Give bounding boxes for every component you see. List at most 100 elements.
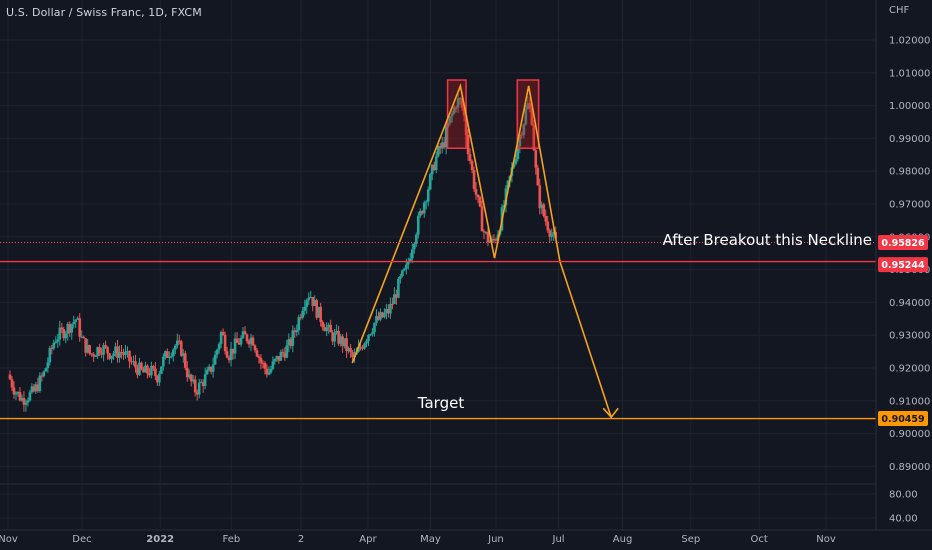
y-tick-label: 0.97000	[889, 200, 930, 211]
candle-body	[428, 174, 432, 190]
candle-body	[241, 331, 245, 338]
candle-body	[191, 379, 195, 382]
candle-body	[158, 373, 161, 383]
candle-body	[66, 323, 70, 334]
candle-body	[203, 374, 207, 387]
candle-body	[476, 194, 480, 197]
candle-body	[225, 351, 229, 358]
candle-body	[544, 215, 548, 222]
x-tick-label: Sep	[681, 534, 700, 545]
candle-body	[287, 339, 291, 346]
candle-body	[195, 392, 199, 395]
candle-body	[430, 164, 434, 175]
candle-body	[546, 221, 550, 231]
candle-body	[468, 154, 472, 162]
candle-body	[24, 402, 28, 405]
candle-body	[177, 340, 181, 342]
candle-body	[235, 338, 239, 343]
candle-body	[528, 103, 532, 108]
candle-body	[524, 109, 528, 125]
candle-body	[281, 351, 285, 353]
candle-body	[424, 201, 428, 203]
candle-body	[422, 202, 426, 214]
candle-body	[329, 324, 332, 333]
candle-body	[124, 351, 127, 355]
candle-body	[187, 374, 191, 378]
candle-body	[379, 312, 382, 320]
candle-body	[110, 355, 113, 359]
candle-body	[285, 345, 289, 358]
candle-body	[223, 335, 227, 352]
candle-body	[219, 332, 223, 344]
x-tick-label: Oct	[750, 534, 767, 545]
candle-body	[52, 342, 56, 349]
candle-body	[209, 366, 213, 372]
candle-body	[112, 353, 115, 356]
candle-body	[128, 350, 131, 362]
candle-body	[311, 296, 315, 306]
candle-body	[62, 329, 66, 339]
candle-body	[40, 375, 44, 377]
candle-body	[106, 346, 109, 354]
candle-body	[144, 365, 147, 373]
chart-title: U.S. Dollar / Swiss Franc, 1D, FXCM	[6, 6, 202, 19]
candle-body	[448, 116, 452, 123]
candle-body	[434, 156, 438, 171]
candle-body	[295, 330, 299, 333]
candle-body	[84, 338, 87, 353]
candle-body	[74, 319, 78, 323]
candle-body	[104, 345, 107, 347]
candle-body	[152, 366, 155, 369]
candle-body	[279, 351, 283, 361]
candle-body	[92, 354, 95, 357]
candle-body	[231, 348, 235, 354]
candle-body	[259, 357, 263, 363]
candle-body	[432, 164, 436, 171]
neckline-badge-bg	[878, 257, 928, 273]
candle-body	[303, 306, 307, 311]
candle-body	[261, 362, 265, 364]
candle-body	[179, 341, 183, 356]
candle-body	[34, 384, 38, 392]
candle-body	[532, 124, 536, 151]
candle-body	[134, 361, 137, 368]
peak-box	[516, 79, 540, 149]
candle-body	[293, 330, 297, 333]
y-tick-label: 0.90000	[889, 429, 930, 440]
candle-body	[486, 231, 490, 243]
candle-body	[251, 337, 255, 346]
candle-body	[38, 375, 42, 392]
candle-body	[249, 337, 253, 345]
candle-body	[490, 238, 494, 242]
x-tick-label: Jun	[487, 534, 504, 545]
candle-body	[484, 231, 488, 233]
candle-body	[514, 159, 518, 164]
candle-body	[205, 369, 209, 375]
x-tick-label: May	[420, 534, 441, 545]
candle-body	[166, 351, 169, 358]
candle-body	[64, 333, 68, 339]
candle-body	[377, 316, 380, 320]
candle-body	[72, 322, 76, 325]
candle-body	[359, 346, 362, 348]
candle-body	[215, 349, 219, 355]
candle-body	[150, 366, 153, 376]
candle-body	[114, 346, 117, 354]
candle-body	[213, 354, 217, 365]
candle-body	[365, 341, 368, 344]
candle-body	[189, 374, 193, 382]
candle-body	[313, 300, 317, 306]
candle-body	[267, 372, 271, 375]
candle-body	[42, 371, 46, 377]
candle-body	[269, 368, 273, 373]
candle-body	[175, 340, 179, 346]
candle-body	[289, 339, 293, 346]
y-tick-label: 1.01000	[889, 68, 930, 79]
candle-body	[54, 341, 58, 343]
candle-body	[482, 231, 486, 233]
candle-body	[502, 205, 506, 208]
candle-body	[375, 316, 378, 323]
candle-body	[26, 400, 30, 403]
candle-body	[548, 230, 552, 237]
